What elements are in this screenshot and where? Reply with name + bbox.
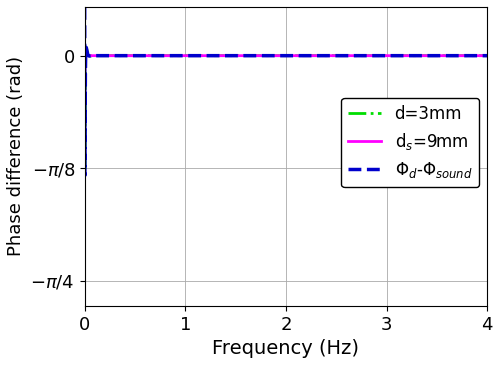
Y-axis label: Phase difference (rad): Phase difference (rad): [7, 56, 25, 257]
X-axis label: Frequency (Hz): Frequency (Hz): [212, 339, 360, 358]
Legend: d=3mm, d$_s$=9mm, $\Phi_d$-$\Phi_{sound}$: d=3mm, d$_s$=9mm, $\Phi_d$-$\Phi_{sound}…: [341, 98, 479, 187]
